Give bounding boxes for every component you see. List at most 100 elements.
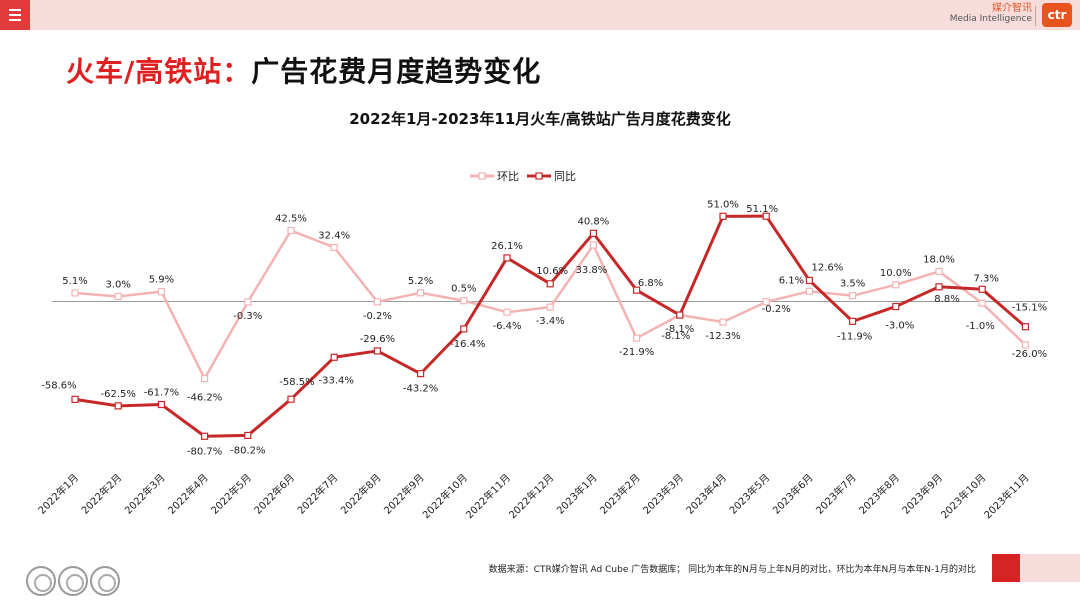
mom-data-label: -0.2% — [762, 304, 791, 315]
mom-data-label: 32.4% — [318, 230, 350, 241]
mom-point — [71, 289, 79, 297]
mom-data-label: 5.2% — [408, 276, 433, 287]
yoy-data-label: -58.5% — [279, 377, 314, 388]
brand-en: Media Intelligence — [949, 13, 1032, 24]
yoy-data-label: -61.7% — [144, 388, 179, 399]
yoy-point — [460, 325, 468, 333]
mom-data-label: -0.2% — [363, 311, 392, 322]
brand-text: 媒介智讯 Media Intelligence — [949, 3, 1032, 24]
x-tick-label: 2023年6月 — [770, 471, 816, 517]
sgs-badge-icon — [90, 566, 120, 596]
sgs-badge-icon — [58, 566, 88, 596]
mom-point — [503, 308, 511, 316]
yoy-data-label: 51.1% — [746, 204, 778, 215]
yoy-data-label: 51.0% — [707, 199, 739, 210]
mom-data-label: 18.0% — [923, 254, 955, 265]
ctr-logo: ctr — [1042, 3, 1072, 27]
yoy-point — [632, 286, 641, 294]
menu-button[interactable] — [0, 0, 30, 30]
yoy-point — [114, 402, 122, 410]
page-title-red: 火车/高铁站： — [66, 55, 252, 88]
x-tick-label: 2022年11月 — [463, 471, 513, 521]
x-tick-label: 2022年7月 — [294, 471, 340, 517]
yoy-point — [330, 353, 338, 361]
yoy-point — [287, 395, 295, 403]
mom-data-label: -46.2% — [187, 393, 222, 404]
x-tick-label: 2023年11月 — [981, 471, 1031, 521]
mom-point — [589, 241, 598, 249]
mom-point — [546, 303, 554, 311]
x-tick-label: 2023年8月 — [856, 471, 902, 517]
x-tick-label: 2022年8月 — [338, 471, 384, 517]
yoy-point — [1021, 323, 1030, 331]
yoy-data-label: 12.6% — [812, 262, 844, 273]
x-tick-label: 2022年9月 — [381, 471, 427, 517]
footer-red-block — [992, 554, 1020, 582]
yoy-point — [805, 276, 814, 285]
yoy-data-label: -29.6% — [360, 334, 395, 345]
yoy-point — [546, 280, 554, 288]
mom-point — [330, 243, 338, 251]
mom-data-label: -1.0% — [966, 321, 995, 332]
yoy-point — [762, 212, 770, 220]
x-tick-label: 2023年9月 — [899, 471, 945, 517]
yoy-data-label: -43.2% — [403, 384, 438, 395]
x-tick-label: 2023年7月 — [813, 471, 859, 517]
mom-point — [373, 298, 381, 306]
x-tick-label: 2022年2月 — [78, 471, 124, 517]
top-bar — [0, 0, 1080, 30]
mom-data-label: -21.9% — [619, 347, 654, 358]
mom-point — [244, 298, 252, 306]
brand-cn: 媒介智讯 — [992, 3, 1032, 14]
mom-point — [1021, 341, 1030, 349]
mom-data-label: 0.5% — [451, 284, 476, 295]
mom-data-label: -3.4% — [536, 316, 565, 327]
mom-point — [157, 288, 165, 296]
yoy-data-label: 6.8% — [638, 278, 663, 289]
hamburger-icon — [9, 9, 21, 11]
certification-badges — [26, 566, 120, 596]
yoy-point — [373, 347, 381, 355]
legend-marker — [535, 172, 543, 180]
x-tick-label: 2022年1月 — [35, 471, 81, 517]
yoy-data-label: 7.3% — [973, 273, 998, 284]
mom-point — [805, 287, 814, 295]
mom-point — [935, 267, 943, 276]
yoy-point — [503, 254, 511, 262]
yoy-data-label: -8.1% — [661, 331, 690, 342]
legend-marker — [478, 172, 486, 180]
x-tick-label: 2023年5月 — [726, 471, 772, 517]
yoy-data-label: 10.6% — [536, 266, 568, 277]
x-tick-label: 2022年6月 — [251, 471, 297, 517]
x-tick-label: 2022年10月 — [420, 471, 470, 521]
mom-point — [848, 292, 857, 300]
yoy-data-label: -16.4% — [450, 339, 485, 350]
yoy-data-label: -15.1% — [1012, 303, 1047, 314]
x-tick-label: 2023年3月 — [640, 471, 686, 517]
logo-text: ctr — [1047, 8, 1067, 22]
mom-data-label: 5.1% — [62, 276, 87, 287]
yoy-data-label: -33.4% — [319, 375, 354, 386]
yoy-data-label: -3.0% — [885, 321, 914, 332]
yoy-point — [848, 317, 857, 325]
yoy-point — [71, 395, 79, 403]
mom-point — [978, 299, 986, 307]
yoy-data-label: -62.5% — [101, 389, 136, 400]
x-tick-label: 2022年4月 — [165, 471, 211, 517]
yoy-data-label: -58.6% — [41, 380, 76, 391]
yoy-point — [201, 432, 209, 440]
yoy-point — [589, 229, 598, 237]
x-tick-label: 2022年5月 — [208, 471, 254, 517]
yoy-point — [417, 370, 425, 378]
mom-data-label: 6.1% — [779, 275, 804, 286]
mom-data-label: 42.5% — [275, 214, 307, 225]
x-tick-label: 2023年2月 — [597, 471, 643, 517]
yoy-point — [157, 400, 165, 409]
source-note: 数据来源：CTR媒介智讯 Ad Cube 广告数据库； 同比为本年的N月与上年N… — [488, 565, 976, 575]
legend-item-yoy: 同比 — [527, 170, 576, 183]
yoy-data-label: 26.1% — [491, 241, 523, 252]
page-title-black: 广告花费月度趋势变化 — [251, 55, 542, 88]
mom-data-label: -0.3% — [233, 311, 262, 322]
yoy-point — [892, 302, 900, 311]
mom-point — [460, 297, 468, 305]
